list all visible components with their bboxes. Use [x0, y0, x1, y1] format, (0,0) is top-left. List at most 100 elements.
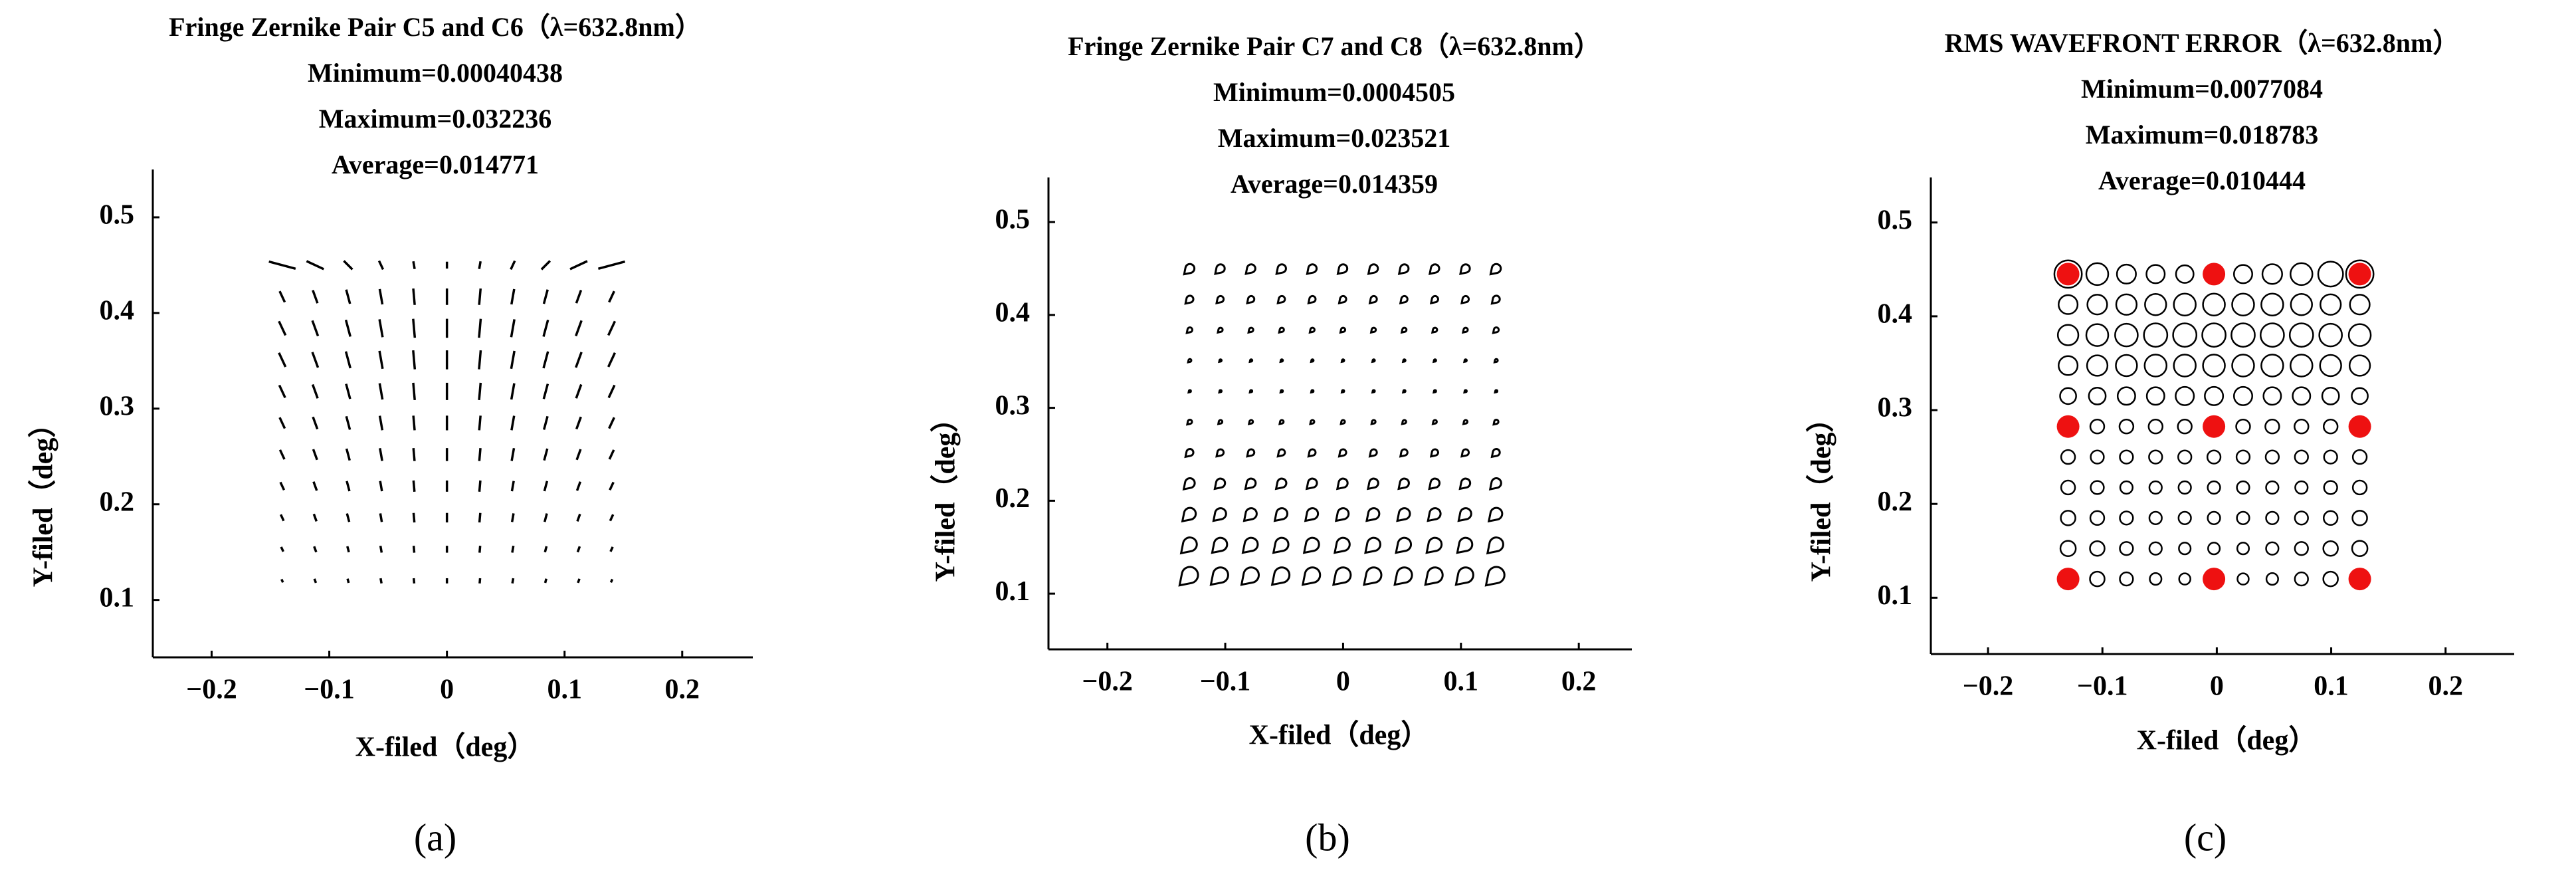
field-glyph — [2143, 354, 2168, 378]
field-glyph — [510, 288, 516, 305]
field-glyph — [575, 481, 582, 491]
field-glyph — [2085, 323, 2110, 347]
field-glyph — [2086, 294, 2108, 316]
field-glyph — [2177, 510, 2192, 525]
field-glyph — [2235, 449, 2251, 465]
field-glyph — [542, 289, 549, 304]
field-glyph — [1340, 358, 1345, 364]
highlight-point — [2056, 263, 2080, 286]
field-glyph — [2265, 541, 2280, 556]
y-axis-label: Y-filed（deg） — [28, 410, 59, 588]
panel: RMS WAVEFRONT ERROR（λ=632.8nm） Minimum=0.… — [1806, 28, 2514, 859]
x-tick-label: 0.1 — [2314, 671, 2349, 702]
x-axis-label: X-filed（deg） — [355, 732, 536, 763]
field-glyph — [1279, 358, 1284, 364]
field-glyph — [2236, 572, 2250, 586]
field-glyph — [2236, 480, 2250, 495]
chart-stat: Average=0.014359 — [1231, 169, 1438, 199]
field-glyph — [1367, 263, 1379, 275]
y-tick-label: 0.2 — [1878, 487, 1913, 517]
field-glyph — [510, 350, 516, 370]
field-glyph — [379, 481, 383, 492]
field-glyph — [608, 290, 615, 303]
field-glyph — [2348, 354, 2371, 377]
chart-stat: Average=0.014771 — [332, 150, 539, 179]
y-tick-label: 0.3 — [995, 390, 1031, 421]
field-glyph — [1399, 448, 1409, 458]
field-glyph — [1301, 566, 1322, 586]
field-glyph — [1274, 477, 1288, 491]
field-glyph — [1484, 566, 1506, 587]
field-glyph — [1272, 536, 1290, 554]
field-glyph — [1400, 326, 1408, 334]
field-glyph — [542, 351, 549, 369]
panel-label: (a) — [414, 816, 456, 859]
field-glyph — [346, 546, 350, 553]
field-glyph — [1494, 389, 1498, 394]
field-glyph — [609, 481, 615, 491]
field-glyph — [1460, 294, 1470, 304]
field-glyph — [1393, 566, 1413, 586]
field-glyph — [2232, 264, 2253, 284]
x-tick-label: 0 — [440, 675, 454, 705]
field-glyph — [311, 352, 320, 368]
field-glyph — [1304, 507, 1320, 522]
field-glyph — [2351, 540, 2369, 558]
field-glyph — [2089, 540, 2106, 557]
field-glyph — [278, 449, 286, 460]
field-glyph — [1185, 418, 1193, 426]
field-glyph — [510, 319, 516, 338]
field-glyph — [278, 417, 286, 429]
field-glyph — [1215, 448, 1225, 458]
field-glyph — [2119, 541, 2134, 556]
field-glyph — [2201, 322, 2227, 348]
field-glyph — [1307, 448, 1317, 458]
field-glyph — [1215, 294, 1225, 304]
field-glyph — [344, 319, 351, 337]
x-tick-label: 0.1 — [1444, 667, 1479, 697]
field-glyph — [312, 513, 318, 522]
y-tick-label: 0.5 — [100, 200, 135, 231]
field-glyph — [2148, 480, 2163, 495]
field-glyph — [2177, 449, 2193, 465]
field-glyph — [1364, 536, 1381, 554]
field-glyph — [1212, 507, 1227, 522]
y-tick-label: 0.3 — [1878, 393, 1913, 423]
highlight-point — [2203, 415, 2226, 438]
field-glyph — [1401, 419, 1407, 425]
field-glyph — [1242, 507, 1258, 522]
field-glyph — [1248, 358, 1254, 364]
field-glyph — [478, 448, 482, 461]
field-glyph — [379, 545, 383, 553]
field-glyph — [1486, 536, 1504, 555]
field-glyph — [575, 416, 582, 430]
field-glyph — [2116, 263, 2137, 284]
field-glyph — [2320, 293, 2342, 316]
y-tick-label: 0.4 — [1878, 299, 1913, 330]
field-glyph — [478, 288, 482, 305]
field-glyph — [2349, 294, 2371, 316]
field-glyph — [1273, 507, 1288, 522]
field-glyph — [544, 546, 548, 553]
chart-stat: Maximum=0.032236 — [319, 104, 552, 134]
field-glyph — [2119, 449, 2134, 465]
y-axis-label: Y-filed（deg） — [930, 405, 961, 582]
field-glyph — [510, 415, 516, 431]
field-glyph — [1429, 294, 1439, 304]
chart-stat: Maximum=0.023521 — [1218, 123, 1451, 153]
field-glyph — [1307, 294, 1317, 304]
field-glyph — [2290, 354, 2314, 378]
field-glyph — [575, 320, 583, 337]
field-glyph — [2264, 419, 2280, 435]
field-glyph — [1217, 326, 1224, 334]
field-glyph — [2085, 262, 2110, 286]
field-glyph — [278, 320, 287, 336]
field-glyph — [2207, 510, 2221, 525]
field-glyph — [609, 514, 615, 522]
field-glyph — [2351, 510, 2368, 526]
field-glyph — [1370, 419, 1377, 425]
x-tick-label: −0.2 — [1082, 667, 1132, 697]
field-glyph — [2322, 570, 2339, 588]
field-glyph — [313, 578, 318, 584]
